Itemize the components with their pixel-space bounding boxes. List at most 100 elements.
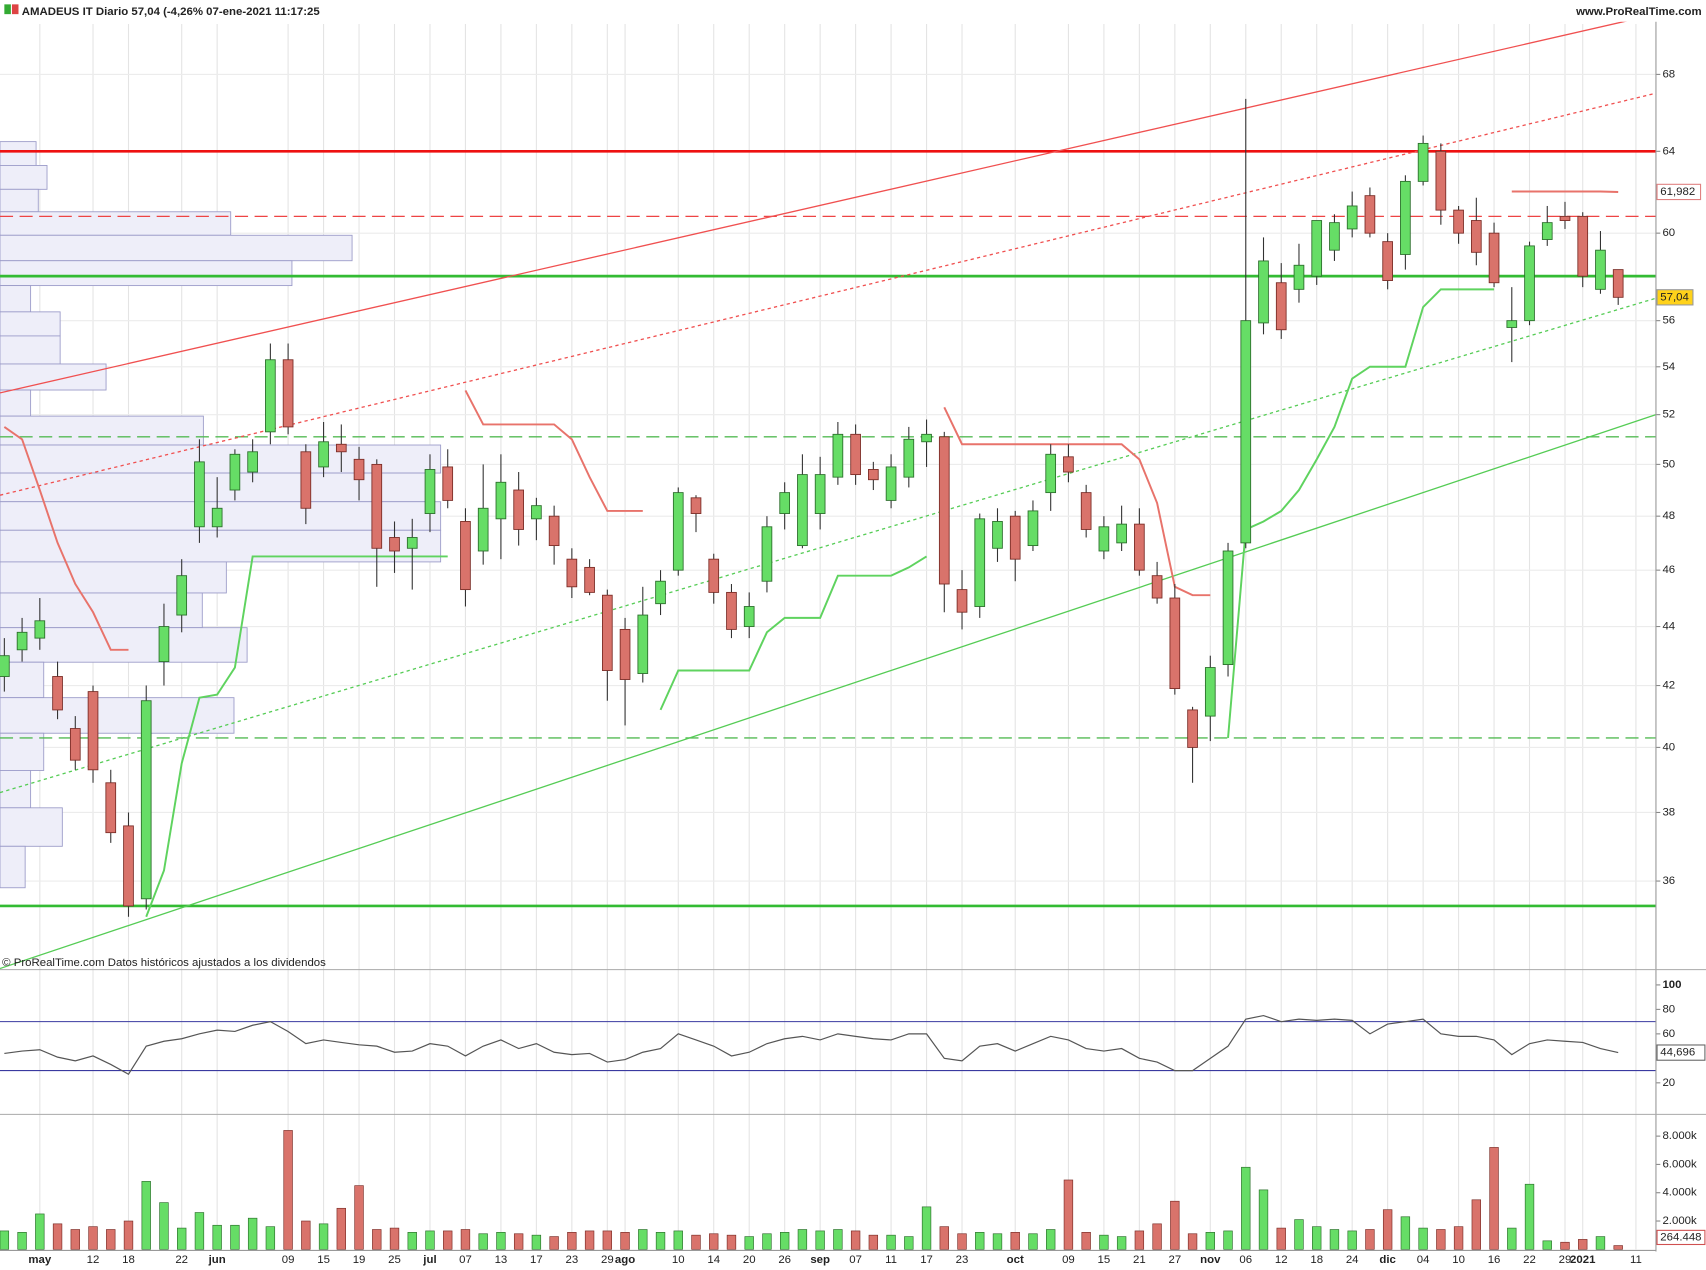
candle-body (371, 463, 383, 549)
candle-body (1453, 209, 1464, 234)
volume-bar (1365, 1229, 1375, 1250)
candle-body (814, 474, 826, 514)
volume-profile-bar (0, 845, 26, 889)
x-tick-label: 06 (1239, 1254, 1252, 1266)
candle-body (389, 537, 400, 552)
candle-body (1541, 222, 1553, 240)
header-bar (0, 0, 1706, 22)
x-tick-label: 23 (566, 1254, 579, 1266)
candle-body (1134, 523, 1145, 571)
volume-bar (1241, 1166, 1251, 1250)
volume-bar (1223, 1230, 1233, 1250)
x-tick-label: 11 (1630, 1254, 1642, 1266)
y-tick-label: 56 (1662, 315, 1675, 327)
candle-body (708, 558, 720, 593)
volume-bar (638, 1229, 648, 1250)
candle-body (974, 518, 986, 607)
y-tick-label: 68 (1662, 68, 1675, 80)
volume-bar (1578, 1239, 1588, 1250)
candle-body (495, 481, 507, 520)
y-tick-label: 100 (1662, 979, 1681, 991)
x-tick-label: 12 (87, 1254, 100, 1266)
x-tick-label: 13 (495, 1254, 508, 1266)
y-tick-label: 52 (1662, 409, 1675, 421)
candle-body (655, 580, 666, 605)
candle-body (690, 497, 702, 514)
volume-bar (1560, 1241, 1570, 1250)
candle-body (548, 515, 560, 547)
x-tick-label: 07 (849, 1254, 862, 1266)
candle-body (442, 466, 454, 501)
volume-bar (1471, 1199, 1481, 1250)
trend-line (0, 13, 1657, 394)
volume-bar (336, 1207, 346, 1250)
volume-bar (1187, 1233, 1198, 1250)
volume-bar (1152, 1223, 1162, 1250)
volume-bar (567, 1232, 577, 1250)
volume-bar (1524, 1183, 1535, 1250)
candle-body (726, 591, 737, 630)
volume-bar (779, 1232, 790, 1250)
volume-bar (1063, 1179, 1074, 1250)
volume-bar (1613, 1245, 1623, 1250)
volume-profile-bar (0, 260, 293, 287)
candle-body (1470, 220, 1482, 253)
volume-bar (957, 1233, 967, 1250)
x-tick-label: 07 (459, 1254, 472, 1266)
y-tick-label: 36 (1662, 875, 1675, 887)
y-tick-label: 38 (1662, 806, 1675, 818)
y-tick-label: 2.000k (1662, 1215, 1697, 1227)
volume-bar (1099, 1234, 1109, 1250)
y-tick-label: 80 (1662, 1003, 1675, 1015)
candle-body (938, 436, 950, 585)
candle-body (1595, 249, 1606, 290)
volume-bar (372, 1229, 382, 1250)
volume-bar (584, 1230, 595, 1250)
volume-bar (709, 1233, 719, 1250)
candle-body (566, 558, 578, 588)
candle-body (105, 782, 117, 834)
volume-bar (35, 1213, 45, 1250)
x-tick-label: 18 (1310, 1254, 1323, 1266)
source: www.ProRealTime.com (1575, 6, 1702, 18)
volume-bar (301, 1220, 311, 1250)
volume-bar (868, 1234, 879, 1250)
x-tick-label: 23 (956, 1254, 969, 1266)
volume-profile-bar (0, 363, 107, 391)
volume-profile-bar (0, 592, 203, 629)
y-tick-label: 60 (1662, 1028, 1675, 1040)
candle-body (1364, 195, 1376, 234)
stop-line (145, 288, 1495, 918)
candle-body (921, 433, 932, 443)
volume-bar (1116, 1236, 1127, 1250)
candle-body (885, 466, 897, 501)
candle-body (318, 441, 329, 468)
x-tick-label: 26 (778, 1254, 791, 1266)
candle-body (335, 443, 347, 453)
volume-bar (762, 1233, 772, 1250)
value-box (1656, 289, 1694, 306)
candle-body (158, 626, 170, 663)
x-tick-label: oct (1007, 1254, 1024, 1266)
candle-body (1275, 282, 1287, 331)
candle-body (601, 594, 613, 671)
volume-bar (496, 1232, 506, 1250)
volume-bar (797, 1229, 808, 1250)
candle-body (1417, 142, 1429, 182)
candle-body (1258, 260, 1269, 324)
footer-note: © ProRealTime.com Datos históricos ajust… (2, 957, 326, 969)
candle-body (672, 492, 684, 571)
candle-body (1577, 215, 1589, 277)
volume-bar (1507, 1227, 1517, 1250)
volume-profile-bar (0, 389, 32, 417)
volume-profile-bar (0, 561, 227, 594)
x-tick-label: sep (810, 1254, 830, 1266)
volume-bar (460, 1229, 471, 1250)
volume-bar (904, 1236, 914, 1250)
volume-bar (1134, 1230, 1145, 1250)
x-tick-label: 29 (1559, 1254, 1572, 1266)
candle-body (300, 451, 312, 509)
volume-bar (123, 1220, 134, 1250)
